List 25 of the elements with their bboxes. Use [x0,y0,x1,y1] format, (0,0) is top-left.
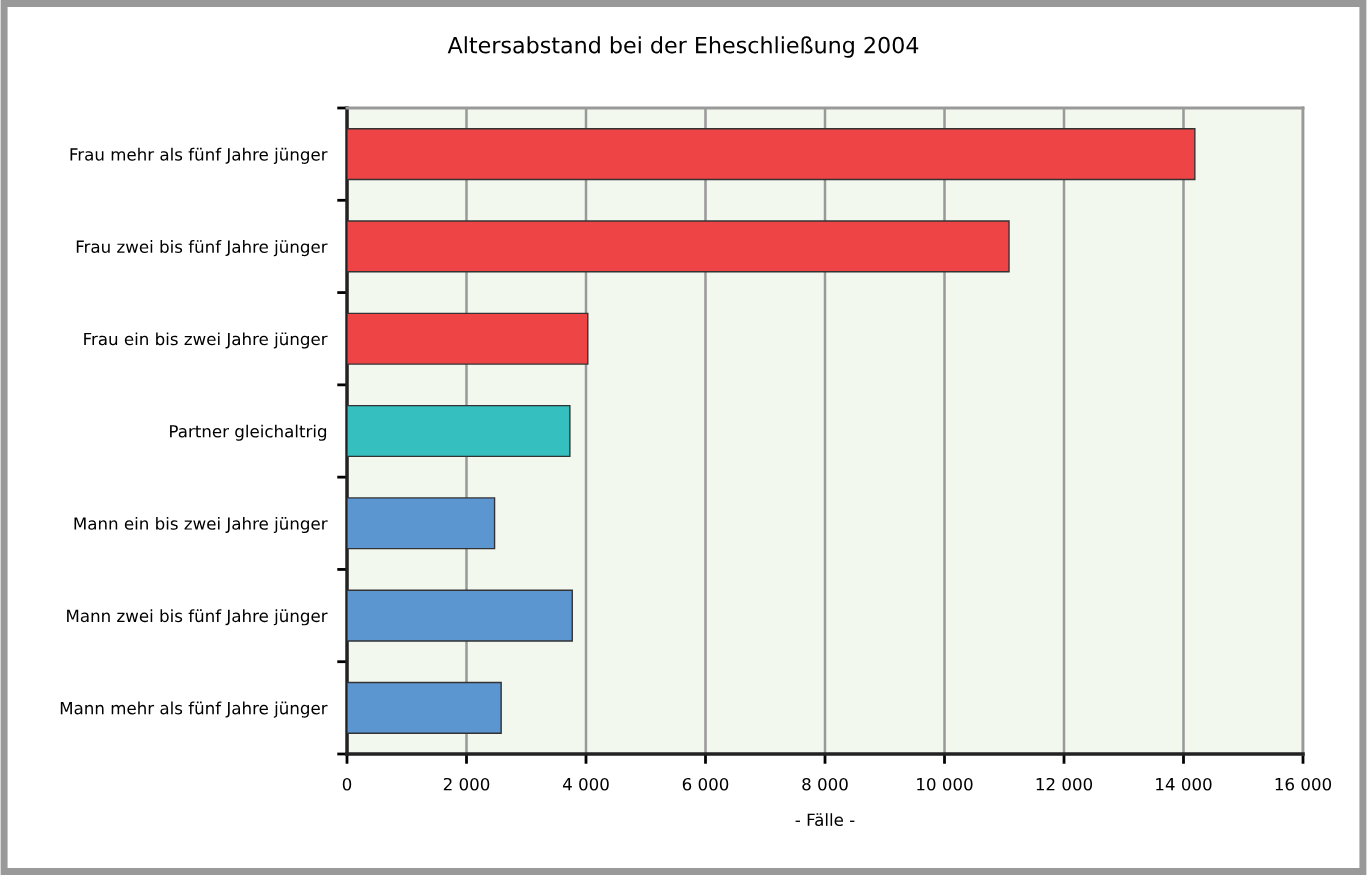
x-axis-title: - Fälle - [795,813,855,827]
x-tick-label: 8 000 [802,777,848,791]
bar [347,497,496,550]
x-tick-label: 12 000 [1036,777,1093,791]
x-tick-label: 10 000 [917,777,973,791]
bar [347,220,1010,273]
x-tick-label: 6 000 [682,777,729,791]
x-tick-label: 2 000 [443,777,490,791]
y-tick-label: Frau ein bis zwei Jahre jünger [84,332,328,349]
bar [347,681,502,734]
x-tick-label: 4 000 [562,777,609,791]
y-tick-label: Frau mehr als fünf Jahre jünger [70,147,328,164]
y-tick-label: Mann ein bis zwei Jahre jünger [74,516,328,534]
bar [347,128,1196,181]
y-tick-label: Frau zwei bis fünf Jahre jünger [76,240,328,257]
x-tick-label: 16 000 [1275,777,1332,791]
bar [347,589,573,642]
y-tick-label: Mann mehr als fünf Jahre jünger [60,701,328,718]
bar [347,404,571,458]
y-tick-label: Mann zwei bis fünf Jahre jünger [67,609,328,626]
x-tick-label: 14 000 [1156,777,1212,791]
chart-title: Altersabstand bei der Eheschließung 2004 [447,36,919,58]
x-tick-label: 0 [342,777,352,791]
bar [347,312,589,365]
y-tick-label: Partner gleichaltrig [170,424,327,441]
